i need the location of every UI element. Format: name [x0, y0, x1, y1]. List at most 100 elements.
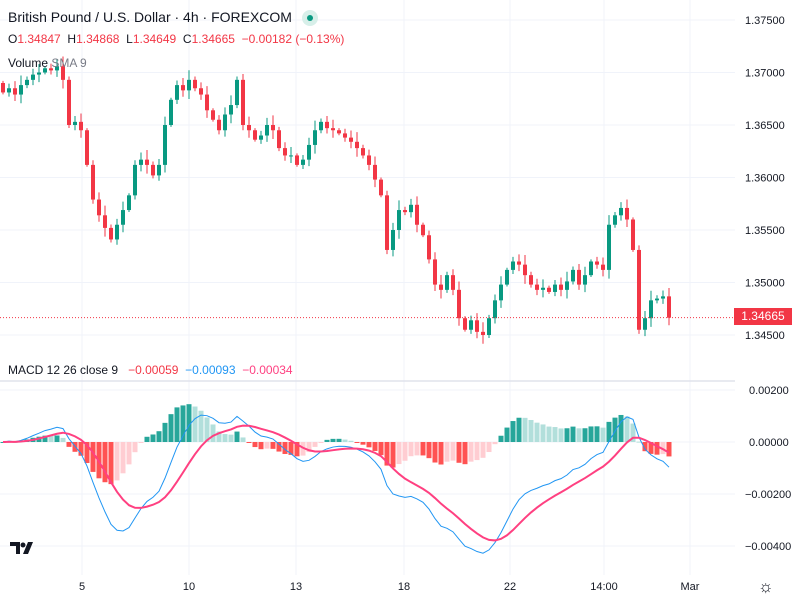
- candle-body: [61, 66, 65, 80]
- candle-body: [175, 85, 179, 100]
- market-open-icon: [301, 10, 318, 27]
- macd-tick-label: 0.00200: [749, 385, 789, 397]
- candle-body: [31, 74, 35, 80]
- candle-body: [607, 224, 611, 270]
- candle-body: [1, 83, 5, 93]
- macd-histogram-bar: [204, 417, 210, 442]
- candle-body: [469, 320, 473, 330]
- macd-histogram-bar: [48, 435, 54, 442]
- signal-line: [2, 424, 670, 542]
- macd-histogram-bar: [366, 442, 372, 448]
- candle-body: [73, 121, 77, 125]
- candle-body: [313, 130, 317, 145]
- macd-histogram-bar: [222, 434, 228, 442]
- macd-histogram-bar: [348, 440, 354, 442]
- macd-histogram-bar: [642, 442, 648, 452]
- axes[interactable]: 1.37500 1.37000 1.36500 1.36000 1.35500 1.350…: [79, 15, 791, 593]
- settings-gear-icon[interactable]: ☼: [758, 577, 774, 596]
- macd-label: MACD 12 26 close 9: [8, 363, 119, 377]
- tradingview-logo[interactable]: [10, 540, 40, 562]
- macd-histogram-bar: [276, 442, 282, 452]
- macd-histogram-bar: [540, 424, 546, 442]
- macd-histogram-bar: [468, 442, 474, 462]
- macd-histogram-bar: [372, 442, 378, 451]
- candle-body: [481, 331, 485, 335]
- candle-body: [25, 79, 29, 86]
- price-tick-label: 1.35000: [745, 278, 785, 290]
- high-label: H: [67, 32, 77, 46]
- macd-histogram-bar: [354, 442, 360, 443]
- macd-histogram-bar: [612, 417, 618, 442]
- macd-histogram-bar: [558, 428, 564, 442]
- candle-body: [241, 79, 245, 125]
- macd-histogram-bar: [138, 442, 144, 443]
- low-value: 1.34649: [132, 32, 177, 46]
- time-tick-label: 14:00: [590, 581, 618, 593]
- macd-histogram-bar: [264, 442, 270, 449]
- macd-histogram-bar: [342, 439, 348, 442]
- candle-body: [277, 130, 281, 149]
- candle-body: [49, 68, 53, 71]
- candle-body: [547, 287, 551, 292]
- macd-histogram-bar: [156, 431, 162, 442]
- candle-body: [145, 159, 149, 165]
- macd-histogram-bar: [480, 442, 486, 458]
- candle-body: [235, 79, 239, 106]
- price-tick-label: 1.34500: [745, 330, 785, 342]
- macd-histogram-bar: [576, 428, 582, 442]
- time-tick-label: 18: [398, 581, 410, 593]
- macd-histogram-bar: [486, 442, 492, 453]
- macd-histogram-bar: [414, 442, 420, 456]
- candle-body: [121, 210, 125, 225]
- candle-body: [55, 66, 59, 71]
- macd-histogram-bar: [186, 404, 192, 442]
- candle-body: [229, 105, 233, 115]
- symbol-legend[interactable]: British Pound / U.S. Dollar · 4h · FOREX…: [8, 9, 318, 27]
- macd-histogram-bar: [534, 422, 540, 442]
- macd-histogram-bar: [588, 426, 594, 442]
- candle-body: [247, 125, 251, 131]
- last-price-tag: 1.34665: [734, 308, 792, 325]
- candle-body: [37, 72, 41, 75]
- macd-histogram-bar: [228, 434, 234, 442]
- macd-histogram-bar: [102, 442, 108, 483]
- macd-histogram-bar: [66, 442, 72, 447]
- macd-histogram-bar: [150, 434, 156, 442]
- candle-body: [463, 318, 467, 330]
- candle-body: [259, 135, 263, 140]
- candle-body: [649, 300, 653, 319]
- candle-body: [109, 227, 113, 240]
- macd-histogram-bar: [114, 442, 120, 481]
- macd-histogram-bar: [180, 405, 186, 442]
- candle-body: [325, 121, 329, 129]
- volume-legend[interactable]: Volume SMA 9: [8, 56, 87, 70]
- candle-body: [667, 296, 671, 318]
- macd-histogram-bar: [162, 422, 168, 442]
- candle-body: [283, 148, 287, 156]
- macd-histogram-bar: [324, 439, 330, 442]
- macd-histogram-bar: [336, 438, 342, 442]
- candle-body: [97, 199, 101, 216]
- macd-legend[interactable]: MACD 12 26 close 9 −0.00059 −0.00093 −0.…: [8, 363, 293, 377]
- macd-histogram-bar: [594, 426, 600, 442]
- macd-histogram-bar: [378, 442, 384, 456]
- candle-body: [493, 300, 497, 319]
- candle-body: [373, 164, 377, 180]
- candle-body: [217, 119, 221, 131]
- candle-body: [205, 94, 209, 111]
- macd-histogram-bar: [132, 442, 138, 453]
- symbol-title[interactable]: British Pound / U.S. Dollar · 4h · FOREX…: [8, 9, 292, 25]
- macd-histogram-bar: [654, 442, 660, 455]
- candle-body: [451, 275, 455, 290]
- macd-histogram-bar: [450, 442, 456, 461]
- macd-histogram-bar: [606, 421, 612, 442]
- ohlc-legend: O1.34847 H1.34868 L1.34649 C1.34665 −0.0…: [8, 32, 344, 46]
- candle-body: [625, 207, 629, 220]
- candle-body: [385, 195, 389, 250]
- candle-body: [367, 155, 371, 165]
- candle-body: [415, 204, 419, 225]
- grid: [0, 0, 735, 575]
- price-tick-label: 1.35500: [745, 225, 785, 237]
- macd-histogram-bar: [240, 437, 246, 442]
